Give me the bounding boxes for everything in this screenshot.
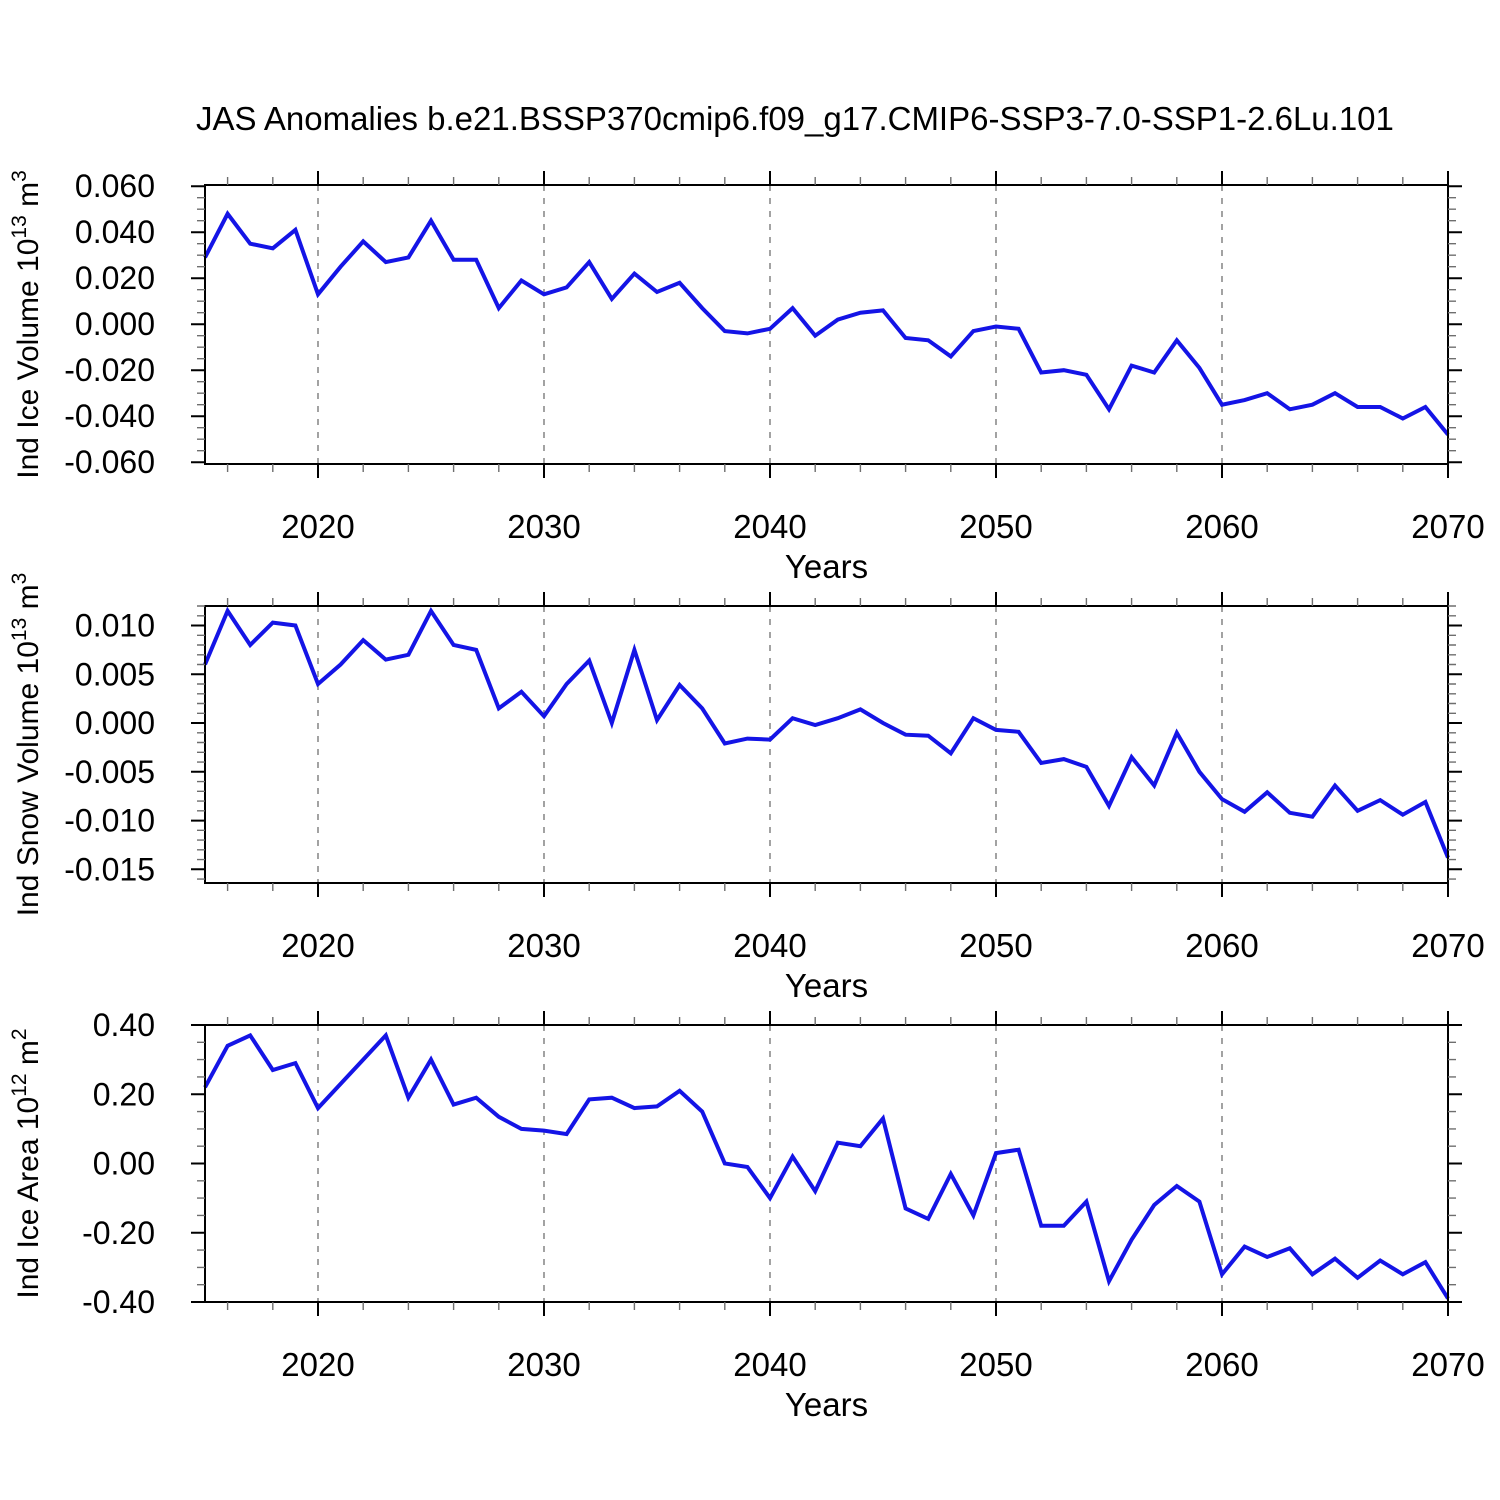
- y-tick-label: 0.00: [93, 1146, 155, 1182]
- y-tick-label: -0.015: [64, 851, 155, 887]
- x-tick-label: 2050: [959, 508, 1032, 545]
- series-line-ice-volume: [203, 210, 1450, 436]
- x-tick-label: 2040: [733, 508, 806, 545]
- x-tick-label: 2070: [1411, 508, 1484, 545]
- x-tick-label: 2060: [1185, 508, 1258, 545]
- y-axis-title: Ind Ice Area 1012 m2: [8, 1028, 45, 1298]
- x-axis-title: Years: [785, 548, 868, 585]
- minor-ticks: [197, 177, 1456, 472]
- y-axis-title: Ind Snow Volume 1013 m3: [8, 573, 45, 917]
- y-tick-label: 0.040: [75, 214, 155, 250]
- panel-snow-volume: 2020 2030 2040 2050 2060 2070 Years 0.010 0.005 0…: [8, 573, 1485, 1004]
- x-tick-label: 2030: [507, 508, 580, 545]
- x-tick-label: 2040: [733, 927, 806, 964]
- plot-frame: [204, 605, 1449, 884]
- major-ticks: [191, 171, 1462, 478]
- y-tick-label: -0.010: [64, 803, 155, 839]
- y-tick-label: 0.010: [75, 608, 155, 644]
- decade-gridlines: [317, 185, 1223, 464]
- decade-gridlines: [317, 606, 1223, 883]
- y-tick-label: -0.005: [64, 754, 155, 790]
- minor-ticks: [197, 598, 1456, 891]
- y-tick-label: -0.040: [64, 398, 155, 434]
- x-tick-label: 2070: [1411, 1346, 1484, 1383]
- major-ticks: [191, 592, 1462, 897]
- series-line-ice-area: [203, 1031, 1450, 1300]
- x-axis-title: Years: [785, 1386, 868, 1423]
- series-line-snow-volume: [203, 606, 1450, 859]
- panel-ice-area: 2020 2030 2040 2050 2060 2070 Years 0.40 0.20 0.0…: [8, 1007, 1485, 1423]
- x-tick-label: 2050: [959, 927, 1032, 964]
- x-tick-label: 2030: [507, 927, 580, 964]
- y-tick-label: 0.020: [75, 260, 155, 296]
- y-tick-label: 0.000: [75, 306, 155, 342]
- y-tick-label: -0.20: [82, 1215, 155, 1251]
- y-tick-label: 0.005: [75, 656, 155, 692]
- panel-ice-volume: 2020 2030 2040 2050 2060 2070 Years 0.060 0.040 0…: [8, 168, 1485, 585]
- decade-gridlines: [317, 1025, 1223, 1302]
- y-tick-label: 0.000: [75, 705, 155, 741]
- y-tick-label: -0.40: [82, 1284, 155, 1320]
- x-tick-label: 2020: [281, 508, 354, 545]
- x-tick-label: 2060: [1185, 1346, 1258, 1383]
- x-tick-label: 2020: [281, 927, 354, 964]
- major-ticks: [191, 1011, 1462, 1316]
- y-tick-label: 0.40: [93, 1007, 155, 1043]
- y-tick-label: 0.060: [75, 168, 155, 204]
- x-tick-label: 2040: [733, 1346, 806, 1383]
- chart-title: JAS Anomalies b.e21.BSSP370cmip6.f09_g17…: [196, 100, 1394, 137]
- x-tick-label: 2030: [507, 1346, 580, 1383]
- y-tick-label: -0.020: [64, 352, 155, 388]
- x-tick-label: 2060: [1185, 927, 1258, 964]
- y-tick-label: -0.060: [64, 444, 155, 480]
- x-tick-label: 2070: [1411, 927, 1484, 964]
- x-tick-label: 2020: [281, 1346, 354, 1383]
- y-axis-title: Ind Ice Volume 1013 m3: [8, 170, 45, 479]
- y-tick-label: 0.20: [93, 1076, 155, 1112]
- x-tick-label: 2050: [959, 1346, 1032, 1383]
- plot-frame: [204, 184, 1449, 465]
- minor-ticks: [197, 1017, 1456, 1310]
- x-axis-title: Years: [785, 967, 868, 1004]
